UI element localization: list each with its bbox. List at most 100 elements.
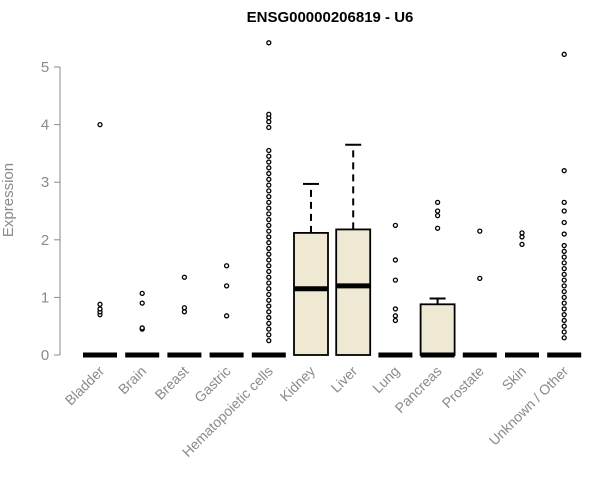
outlier-point [561, 294, 567, 301]
outlier-point [561, 219, 567, 226]
outlier-point [266, 257, 272, 263]
box-group [83, 121, 117, 358]
box-group [167, 274, 202, 358]
outlier-point [561, 208, 567, 214]
outlier-point [434, 225, 441, 231]
outlier-point [561, 242, 567, 249]
outlier-point [266, 314, 272, 321]
outlier-point [266, 228, 272, 234]
outlier-point [266, 216, 272, 223]
outlier-point [266, 297, 272, 303]
outlier-point [266, 268, 272, 275]
outlier-point [266, 205, 272, 211]
box-group [125, 290, 160, 358]
x-tick-label: Pancreas [392, 363, 445, 416]
outlier-point [266, 182, 272, 188]
outlier-point [561, 335, 567, 341]
outlier-point [434, 212, 441, 219]
outlier-point [266, 234, 272, 240]
x-tick-label: Unknown / Other [486, 363, 572, 449]
box-rect [419, 303, 456, 356]
outlier-point [266, 188, 272, 194]
box-group [293, 182, 329, 356]
outlier-point [139, 290, 145, 297]
outlier-point [97, 301, 103, 307]
outlier-point [181, 305, 188, 311]
box-group [505, 230, 539, 358]
outlier-point [561, 277, 567, 283]
outlier-point [392, 277, 399, 283]
outlier-point [561, 306, 567, 312]
outlier-point [266, 40, 272, 46]
outlier-point [561, 329, 567, 335]
x-tick-label: Lung [369, 363, 402, 396]
outlier-point [561, 312, 567, 318]
outlier-point [97, 306, 103, 312]
outlier-point [266, 263, 272, 269]
outlier-point [392, 222, 399, 229]
boxes-layer [83, 40, 582, 358]
outlier-point [561, 288, 567, 295]
outlier-point [561, 199, 567, 206]
outlier-point [266, 326, 272, 332]
outlier-point [477, 228, 483, 234]
outlier-point [561, 300, 567, 306]
outlier-point [561, 231, 567, 237]
y-tick-label: 0 [41, 347, 49, 364]
outlier-point [266, 199, 272, 206]
box-group [462, 228, 497, 358]
outlier-point [434, 208, 441, 214]
x-tick-label: Prostate [439, 363, 487, 411]
outlier-point [477, 275, 483, 282]
outlier-point [561, 323, 567, 329]
outlier-point [266, 176, 272, 182]
outlier-point [266, 193, 272, 200]
outlier-point [266, 280, 272, 286]
outlier-point [266, 170, 272, 177]
outlier-point [561, 283, 567, 289]
outlier-point [434, 199, 441, 206]
box-group [335, 143, 372, 356]
y-tick-label: 1 [41, 289, 49, 306]
outlier-point [266, 222, 272, 229]
outlier-point [519, 241, 525, 248]
outlier-point [266, 111, 272, 117]
outlier-point [392, 313, 399, 319]
outlier-point [266, 303, 272, 309]
outlier-point [392, 317, 399, 324]
outlier-point [266, 320, 272, 326]
y-tick-label: 3 [41, 174, 49, 191]
x-tick-label: Skin [499, 363, 530, 394]
outlier-point [266, 337, 272, 344]
outlier-point [139, 300, 145, 306]
outlier-point [392, 257, 399, 263]
outlier-point [519, 230, 525, 236]
y-tick-label: 2 [41, 232, 49, 249]
y-axis-label: Expression [0, 163, 17, 237]
outlier-point [561, 254, 567, 260]
outlier-point [223, 313, 230, 319]
chart-title: ENSG00000206819 - U6 [247, 9, 414, 26]
outlier-point [561, 168, 567, 174]
outlier-point [266, 332, 272, 338]
outlier-point [561, 271, 567, 278]
outlier-point [266, 153, 272, 159]
outlier-point [266, 240, 272, 246]
outlier-point [561, 248, 567, 254]
x-tick-label: Kidney [277, 363, 319, 405]
outlier-point [561, 51, 567, 57]
box-group [251, 40, 286, 358]
x-tick-label: Brain [115, 363, 149, 397]
outlier-point [223, 263, 230, 269]
outlier-point [139, 325, 145, 331]
box-group [378, 222, 413, 358]
y-tick-label: 5 [41, 59, 49, 76]
box-rect [335, 228, 372, 356]
outlier-point [266, 159, 272, 165]
outlier-point [223, 283, 230, 289]
box-group [547, 51, 582, 358]
outlier-point [266, 291, 272, 298]
outlier-point [266, 274, 272, 280]
outlier-point [266, 211, 272, 217]
